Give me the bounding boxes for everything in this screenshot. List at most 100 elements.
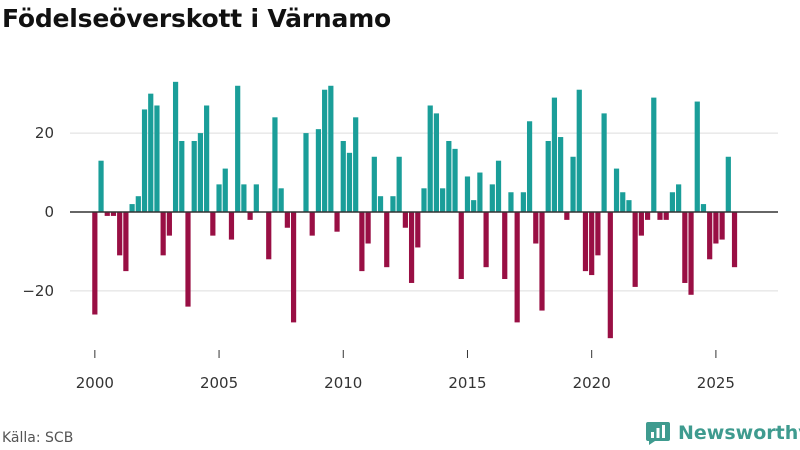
bar xyxy=(502,211,508,280)
bar xyxy=(197,133,204,212)
bar xyxy=(315,129,322,212)
bar xyxy=(166,211,172,236)
bar xyxy=(235,85,241,212)
bar xyxy=(551,97,558,212)
bar xyxy=(204,105,210,212)
bar xyxy=(651,97,657,212)
bar xyxy=(731,211,738,268)
chart-title: Födelseöverskott i Värnamo xyxy=(2,4,392,33)
bar xyxy=(564,211,570,220)
bar xyxy=(141,109,148,212)
newsworthy-logo-icon xyxy=(646,422,670,445)
bar xyxy=(440,188,446,212)
bar xyxy=(148,93,154,212)
bar xyxy=(396,156,402,212)
bar xyxy=(340,140,346,212)
y-tick-label: 20 xyxy=(35,124,54,142)
bar xyxy=(402,211,408,228)
bar xyxy=(582,211,589,272)
bar xyxy=(191,140,197,212)
bar xyxy=(98,160,104,212)
bar xyxy=(328,85,334,212)
bar xyxy=(353,117,359,212)
bar xyxy=(657,211,663,220)
bar xyxy=(682,211,688,283)
bar xyxy=(92,211,98,315)
bar xyxy=(433,113,440,212)
bar xyxy=(303,133,309,212)
bar xyxy=(489,184,495,212)
bar xyxy=(725,156,731,212)
bar xyxy=(222,168,228,212)
bar xyxy=(415,211,421,248)
bar xyxy=(477,172,483,212)
bar xyxy=(110,211,117,216)
bar xyxy=(421,188,427,212)
x-tick-label: 2020 xyxy=(573,374,611,392)
bar xyxy=(613,168,620,212)
bar xyxy=(526,121,533,212)
bar xyxy=(135,196,141,212)
bar xyxy=(427,105,433,212)
bar xyxy=(322,89,328,212)
bar xyxy=(520,192,526,212)
bar xyxy=(185,211,191,307)
bar xyxy=(713,211,719,244)
bar xyxy=(290,211,297,323)
bar xyxy=(508,192,514,212)
bar xyxy=(104,211,110,216)
bar xyxy=(241,184,247,212)
bar xyxy=(669,192,676,212)
bar xyxy=(576,89,582,212)
y-axis-ticks: 20 0 −20 xyxy=(22,124,54,300)
bar xyxy=(514,211,520,323)
bars xyxy=(92,81,738,339)
bar xyxy=(644,211,651,220)
bar xyxy=(160,211,166,256)
bar xyxy=(390,196,396,212)
bar xyxy=(558,137,564,212)
bar xyxy=(117,211,123,256)
bar xyxy=(384,211,390,268)
bar xyxy=(179,140,185,212)
bar xyxy=(719,211,725,240)
bar xyxy=(589,211,595,276)
bar xyxy=(495,160,502,212)
bar xyxy=(539,211,545,311)
bar xyxy=(483,211,489,268)
bar xyxy=(129,204,135,212)
brand-logo[interactable]: Newsworthy xyxy=(645,420,800,446)
bar xyxy=(707,211,713,260)
bar xyxy=(458,211,464,280)
bar xyxy=(607,211,613,339)
bar xyxy=(570,156,576,212)
bar xyxy=(595,211,601,256)
bar xyxy=(154,105,160,212)
bar xyxy=(172,81,179,212)
bar xyxy=(210,211,216,236)
bar xyxy=(452,148,458,212)
bar xyxy=(247,211,253,220)
source-note: Källa: SCB xyxy=(2,430,74,446)
bar xyxy=(626,200,632,212)
bar xyxy=(638,211,644,236)
bar xyxy=(620,192,626,212)
bar xyxy=(278,188,284,212)
bar xyxy=(688,211,694,295)
bar xyxy=(377,196,384,212)
bar xyxy=(253,184,259,212)
bar xyxy=(446,140,452,212)
bar xyxy=(663,211,669,220)
bar xyxy=(408,211,415,283)
bar xyxy=(533,211,539,244)
bar xyxy=(272,117,278,212)
x-tick-label: 2005 xyxy=(200,374,238,392)
bar xyxy=(700,204,707,212)
bar xyxy=(216,184,222,212)
x-tick-label: 2015 xyxy=(448,374,486,392)
bar xyxy=(471,200,477,212)
bar xyxy=(123,211,129,272)
bar xyxy=(284,211,290,228)
bar xyxy=(632,211,638,287)
